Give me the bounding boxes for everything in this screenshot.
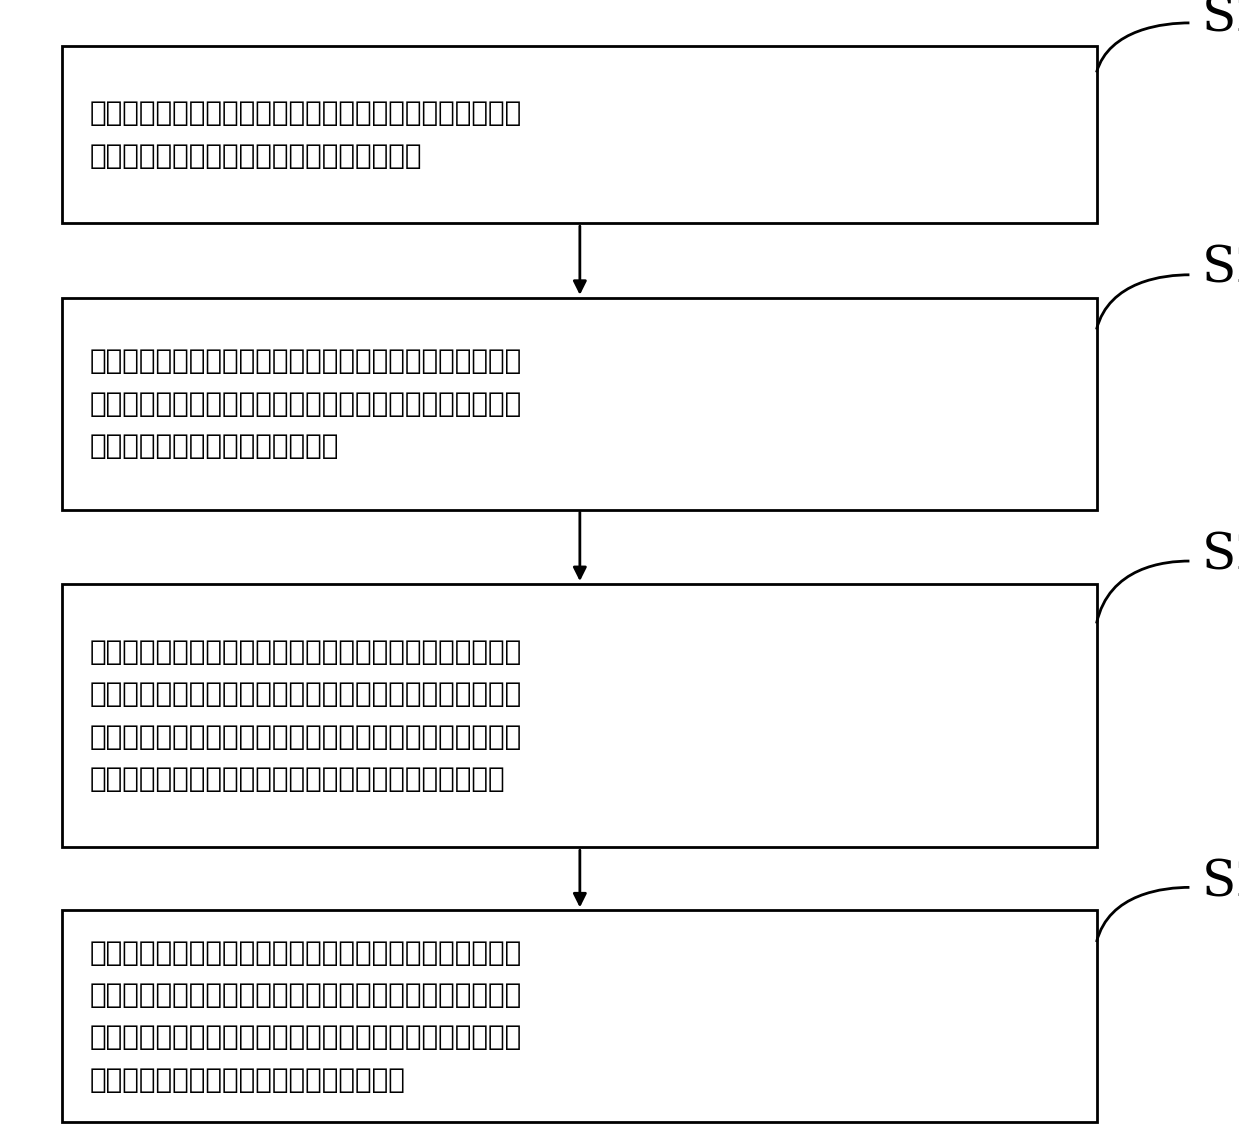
Text: S203: S203 — [1202, 530, 1239, 581]
Text: 建立包括有两个灰度相机与一个彩色相机的彩色三维成像系
统，其中两个灰度相机由左相机和右相机组成: 建立包括有两个灰度相机与一个彩色相机的彩色三维成像系 统，其中两个灰度相机由左相… — [89, 100, 522, 169]
Text: 根据左相机的外参矩阵及标志点在第三图像中的像素坐标利
用彩色相机的前向投影原理对彩色相机进行标定，获取第二
标定参数，第二标定参数至少包括彩色相机与左相机对应的: 根据左相机的外参矩阵及标志点在第三图像中的像素坐标利 用彩色相机的前向投影原理对… — [89, 939, 522, 1093]
Text: S202: S202 — [1202, 244, 1239, 294]
Text: 根据标志点在第一图像及第二图像中的像素坐标利用左右相
机的后向投影原理对左右相机组成的双目系统进行标定，获
取双目系统的第一标定参数，第一标定参数至少包括左相机: 根据标志点在第一图像及第二图像中的像素坐标利用左右相 机的后向投影原理对左右相机… — [89, 638, 522, 793]
Bar — [62, 584, 1097, 847]
Text: S204: S204 — [1202, 856, 1239, 907]
Text: S201: S201 — [1202, 0, 1239, 42]
Bar — [62, 46, 1097, 223]
Bar — [62, 298, 1097, 510]
Text: 通过左相机、右相机及彩色相机分别采集包含有标靶的第一
图像、第二图像及第三图像，分别获取标志点在第一图像、
第二图像及第三图像中的像素坐标: 通过左相机、右相机及彩色相机分别采集包含有标靶的第一 图像、第二图像及第三图像，… — [89, 347, 522, 460]
Bar — [62, 910, 1097, 1122]
